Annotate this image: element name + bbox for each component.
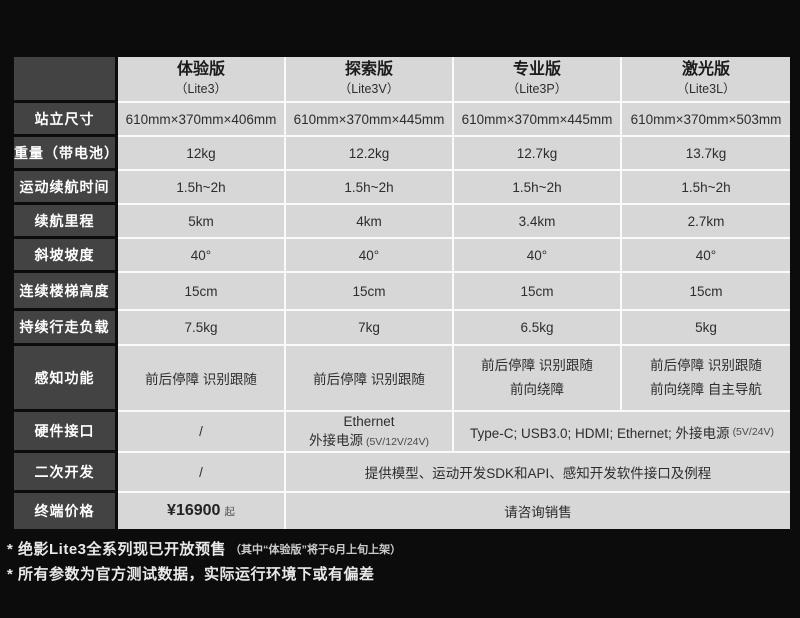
spec-cell: 前后停障 识别跟随: [286, 346, 454, 412]
column-name: 体验版: [176, 61, 225, 79]
spec-cell: 5km: [118, 205, 286, 239]
column-header-lite3: 体验版 （Lite3）: [118, 57, 286, 103]
column-model: （Lite3）: [174, 82, 228, 97]
spec-cell: 15cm: [454, 273, 622, 311]
spec-cell: 3.4km: [454, 205, 622, 239]
footnote-text: * 绝影Lite3全系列现已开放预售: [7, 541, 227, 558]
spec-cell: 6.5kg: [454, 311, 622, 346]
spec-cell: 40°: [622, 239, 790, 273]
spec-cell: Ethernet 外接电源 (5V/12V/24V): [286, 412, 454, 453]
column-name: 专业版: [512, 61, 561, 79]
row-label-stair-height: 连续楼梯高度: [14, 273, 118, 311]
spec-cell: 15cm: [622, 273, 790, 311]
spec-cell: 2.7km: [622, 205, 790, 239]
spec-cell: 12.7kg: [454, 137, 622, 171]
spec-cell-merged: Type-C; USB3.0; HDMI; Ethernet; 外接电源 (5V/…: [454, 412, 790, 453]
spec-cell: 40°: [118, 239, 286, 273]
spec-cell: 前后停障 识别跟随: [118, 346, 286, 412]
hardware-ports: Type-C; USB3.0; HDMI; Ethernet; 外接电源: [469, 425, 730, 441]
spec-cell: 1.5h~2h: [454, 171, 622, 205]
column-model: （Lite3L）: [676, 82, 736, 97]
spec-cell: 1.5h~2h: [622, 171, 790, 205]
spec-cell: 40°: [286, 239, 454, 273]
spec-cell-merged: 请咨询销售: [286, 493, 790, 529]
spec-cell: 12.2kg: [286, 137, 454, 171]
spec-cell: 610mm×370mm×445mm: [454, 103, 622, 137]
column-model: （Lite3V）: [338, 82, 400, 97]
column-header-lite3l: 激光版 （Lite3L）: [622, 57, 790, 103]
row-label-price: 终端价格: [14, 493, 118, 529]
price-value: ¥16900: [167, 502, 221, 519]
spec-cell: /: [118, 453, 286, 493]
perception-line2: 前向绕障: [510, 382, 564, 397]
perception-line1: 前后停障 识别跟随: [481, 358, 593, 374]
row-label-payload: 持续行走负载: [14, 311, 118, 346]
column-name: 激光版: [681, 61, 730, 79]
row-label-standing-size: 站立尺寸: [14, 103, 118, 137]
price-suffix: 起: [224, 505, 235, 518]
spec-cell-merged: 提供模型、运动开发SDK和API、感知开发软件接口及例程: [286, 453, 790, 493]
spec-cell: 前后停障 识别跟随 前向绕障: [454, 346, 622, 412]
spec-cell: 5kg: [622, 311, 790, 346]
hardware-line2: 外接电源 (5V/12V/24V): [308, 432, 430, 448]
spec-cell: 7kg: [286, 311, 454, 346]
hardware-ports-note: (5V/24V): [732, 425, 774, 438]
perception-line2: 前向绕障 自主导航: [650, 382, 762, 397]
row-label-slope: 斜坡坡度: [14, 239, 118, 273]
hardware-line1: Ethernet: [343, 414, 395, 430]
spec-cell: 7.5kg: [118, 311, 286, 346]
spec-table: 体验版 （Lite3） 探索版 （Lite3V） 专业版 （Lite3P） 激光…: [14, 57, 790, 529]
row-label-range: 续航里程: [14, 205, 118, 239]
row-label-perception: 感知功能: [14, 346, 118, 412]
perception-line1: 前后停障 识别跟随: [650, 358, 762, 374]
footnote-text: * 所有参数为官方测试数据，实际运行环境下或有偏差: [7, 566, 375, 583]
footnote-presale: * 绝影Lite3全系列现已开放预售 （其中“体验版”将于6月上旬上架）: [7, 536, 401, 561]
row-label-development: 二次开发: [14, 453, 118, 493]
column-name: 探索版: [344, 61, 393, 79]
spec-cell: 4km: [286, 205, 454, 239]
spec-cell: 1.5h~2h: [118, 171, 286, 205]
spec-cell: 1.5h~2h: [286, 171, 454, 205]
row-label-hardware: 硬件接口: [14, 412, 118, 453]
footnote-subtext: （其中“体验版”将于6月上旬上架）: [230, 543, 402, 556]
column-model: （Lite3P）: [506, 82, 568, 97]
footnote-disclaimer: * 所有参数为官方测试数据，实际运行环境下或有偏差: [7, 561, 401, 586]
spec-cell: 13.7kg: [622, 137, 790, 171]
row-label-endurance-time: 运动续航时间: [14, 171, 118, 205]
column-header-lite3v: 探索版 （Lite3V）: [286, 57, 454, 103]
footnotes: * 绝影Lite3全系列现已开放预售 （其中“体验版”将于6月上旬上架） * 所…: [7, 536, 401, 586]
spec-cell: 610mm×370mm×406mm: [118, 103, 286, 137]
spec-cell: 15cm: [118, 273, 286, 311]
spec-cell: 610mm×370mm×503mm: [622, 103, 790, 137]
spec-cell: 15cm: [286, 273, 454, 311]
column-header-lite3p: 专业版 （Lite3P）: [454, 57, 622, 103]
spec-cell: /: [118, 412, 286, 453]
row-label-weight: 重量（带电池）: [14, 137, 118, 171]
price-cell: ¥16900 起: [118, 493, 286, 529]
spec-cell: 12kg: [118, 137, 286, 171]
spec-cell: 610mm×370mm×445mm: [286, 103, 454, 137]
table-corner-cell: [14, 57, 118, 103]
spec-cell: 40°: [454, 239, 622, 273]
spec-cell: 前后停障 识别跟随 前向绕障 自主导航: [622, 346, 790, 412]
